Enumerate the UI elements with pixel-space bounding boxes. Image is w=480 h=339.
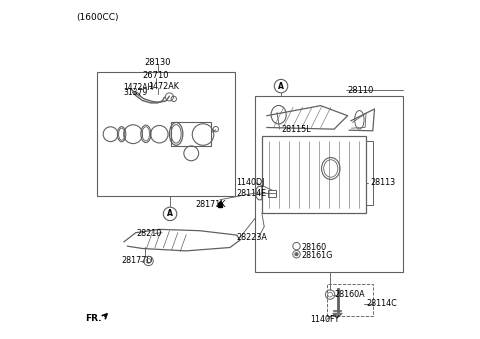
Text: (1600CC): (1600CC) <box>76 13 119 22</box>
Text: 28115L: 28115L <box>281 125 311 134</box>
Text: 28110: 28110 <box>348 86 374 95</box>
Text: FR.: FR. <box>85 314 102 323</box>
Text: 28160: 28160 <box>301 243 326 252</box>
Text: 28130: 28130 <box>144 58 171 67</box>
Text: 28171K: 28171K <box>196 200 226 209</box>
Text: 1140DJ: 1140DJ <box>236 178 264 187</box>
Text: 28113: 28113 <box>370 178 395 187</box>
Text: 28161G: 28161G <box>301 251 333 260</box>
Text: 28223A: 28223A <box>237 233 267 242</box>
Text: 28160A: 28160A <box>335 290 365 299</box>
Text: 26710: 26710 <box>143 71 169 80</box>
Bar <box>366 141 373 205</box>
Bar <box>255 96 403 272</box>
Text: 28210: 28210 <box>136 229 162 238</box>
Bar <box>171 122 211 146</box>
Bar <box>327 284 373 316</box>
Circle shape <box>295 253 298 256</box>
Bar <box>262 136 366 213</box>
Bar <box>267 190 276 197</box>
Text: 1140FY: 1140FY <box>311 315 340 324</box>
Text: 28177D: 28177D <box>121 256 153 265</box>
Text: 28114E: 28114E <box>236 188 266 198</box>
Text: 1472AK: 1472AK <box>148 82 180 91</box>
Bar <box>97 72 235 196</box>
Polygon shape <box>333 313 342 317</box>
Text: 1472AH: 1472AH <box>123 83 153 92</box>
Text: A: A <box>167 210 173 218</box>
Text: 31379: 31379 <box>123 88 147 97</box>
Text: 28114C: 28114C <box>366 299 397 308</box>
Text: A: A <box>278 82 284 91</box>
